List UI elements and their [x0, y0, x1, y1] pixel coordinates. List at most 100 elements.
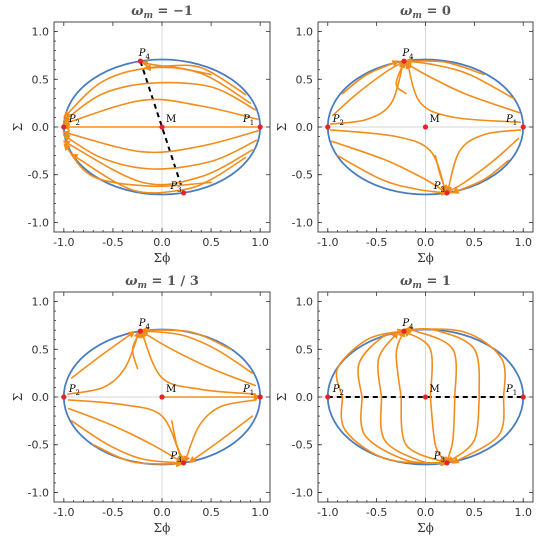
x-tick-label: 1.0	[251, 506, 269, 519]
panel-title: ωm = 1	[400, 274, 451, 291]
fixed-point-m	[159, 394, 165, 400]
trajectory-7	[131, 329, 142, 370]
y-tick-label: 0.0	[296, 121, 314, 134]
trajectory-1	[335, 328, 405, 398]
panel-1: -1.0 -0.5 0.0 0.5 1.0 -1.0 -0.5 0.0 0.5 1.0 Σϕ Σωm …	[11, 4, 271, 265]
trajectory-8	[400, 396, 447, 464]
fixed-point-p3	[444, 460, 450, 466]
panel-4: -1.0 -0.5 0.0 0.5 1.0 -1.0 -0.5 0.0 0.5 1.0 Σϕ Σωm …	[275, 274, 534, 535]
y-tick-label: 0.5	[296, 73, 314, 86]
trajectory-8	[395, 58, 407, 95]
fixed-point-label: M	[430, 114, 440, 125]
y-tick-label: 0.0	[32, 391, 50, 404]
x-axis-label: Σϕ	[154, 521, 171, 535]
y-tick-label: -0.5	[292, 169, 313, 182]
x-tick-label: 0.5	[466, 506, 484, 519]
trajectory-13	[444, 137, 520, 194]
x-tick-label: -1.0	[317, 236, 338, 249]
x-tick-label: 0.0	[153, 236, 171, 249]
trajectory-5	[377, 331, 399, 398]
fixed-point-label: P2	[332, 114, 344, 127]
x-tick-label: 1.0	[251, 236, 269, 249]
fixed-point-label: M	[166, 384, 176, 395]
y-tick-label: 0.5	[32, 73, 50, 86]
y-tick-label: 0.5	[32, 343, 50, 356]
x-axis-label: Σϕ	[417, 251, 434, 265]
trajectory-8	[67, 399, 184, 464]
trajectory-11	[70, 153, 247, 194]
y-tick-label: -1.0	[292, 486, 313, 499]
trajectory-11	[92, 443, 184, 468]
trajectory-10	[330, 140, 449, 194]
trajectory-10	[429, 396, 447, 465]
y-tick-label: -1.0	[28, 486, 49, 499]
y-tick-label: 0.5	[296, 343, 314, 356]
trajectory-2	[340, 396, 449, 467]
x-tick-label: -0.5	[102, 236, 123, 249]
trajectory-9	[403, 329, 434, 398]
fixed-point-p4	[137, 58, 143, 64]
trajectory-14	[171, 420, 186, 465]
x-tick-label: -1.0	[317, 506, 338, 519]
trajectory-7	[341, 60, 400, 95]
fixed-point-label: P1	[505, 114, 517, 127]
trajectory-14	[451, 159, 510, 194]
fixed-point-label: P2	[332, 384, 344, 397]
trajectory-10	[63, 143, 212, 188]
y-tick-label: 1.0	[32, 26, 50, 39]
trajectory-3	[404, 58, 515, 100]
trajectory-9	[62, 140, 254, 186]
fixed-point-label: P1	[242, 384, 254, 397]
trajectory-13	[188, 415, 254, 464]
trajectory-7	[62, 130, 259, 154]
trajectory-6	[70, 330, 136, 379]
fixed-point-p4	[401, 328, 407, 334]
y-tick-label: 1.0	[296, 296, 314, 309]
x-tick-label: 0.5	[202, 236, 220, 249]
trajectory-3	[62, 81, 257, 122]
panel-title: ωm = 1 / 3	[125, 274, 199, 291]
y-tick-label: -0.5	[292, 439, 313, 452]
fixed-point-m	[422, 124, 429, 130]
x-tick-label: 0.0	[153, 506, 171, 519]
x-axis-label: Σϕ	[417, 521, 434, 535]
fixed-point-label: P3	[169, 181, 181, 194]
trajectory-12	[445, 129, 522, 194]
trajectory-3	[140, 327, 254, 374]
trajectory-13	[402, 326, 481, 398]
y-axis-label: Σ	[11, 393, 25, 401]
fixed-point-label: P2	[68, 114, 80, 127]
fixed-point-p3	[181, 460, 187, 466]
trajectory-16	[451, 396, 505, 464]
fixed-point-p1	[520, 394, 526, 400]
x-tick-label: 1.0	[514, 506, 532, 519]
fixed-point-p4	[401, 58, 407, 64]
panel-title: ωm = −1	[131, 4, 193, 21]
fixed-point-label: P3	[169, 451, 181, 464]
trajectory-9	[67, 407, 185, 464]
fixed-point-label: P3	[433, 181, 445, 194]
x-tick-label: 0.5	[202, 506, 220, 519]
fixed-point-p1	[257, 124, 263, 130]
trajectory-6	[379, 396, 448, 467]
x-tick-label: 1.0	[514, 236, 532, 249]
trajectory-2	[139, 330, 257, 387]
trajectory-10	[70, 420, 185, 467]
trajectory-4	[140, 326, 232, 351]
panel-3: -1.0 -0.5 0.0 0.5 1.0 -1.0 -0.5 0.0 0.5 1.0 Σϕ Σωm …	[11, 274, 271, 535]
fixed-point-p3	[444, 190, 450, 196]
fixed-point-label: P4	[138, 48, 151, 61]
y-tick-label: -1.0	[292, 216, 313, 229]
fixed-point-m	[159, 124, 165, 130]
fixed-point-p2	[61, 124, 67, 130]
fixed-point-p3	[181, 190, 187, 196]
trajectory-2	[62, 98, 259, 126]
y-tick-label: -1.0	[28, 216, 49, 229]
fixed-point-m	[422, 394, 429, 400]
x-tick-label: -1.0	[53, 236, 74, 249]
fixed-point-label: P3	[433, 451, 445, 464]
trajectory-6	[143, 64, 212, 76]
fixed-point-p4	[137, 328, 143, 334]
y-tick-label: -0.5	[28, 439, 49, 452]
y-axis-label: Σ	[275, 393, 289, 401]
